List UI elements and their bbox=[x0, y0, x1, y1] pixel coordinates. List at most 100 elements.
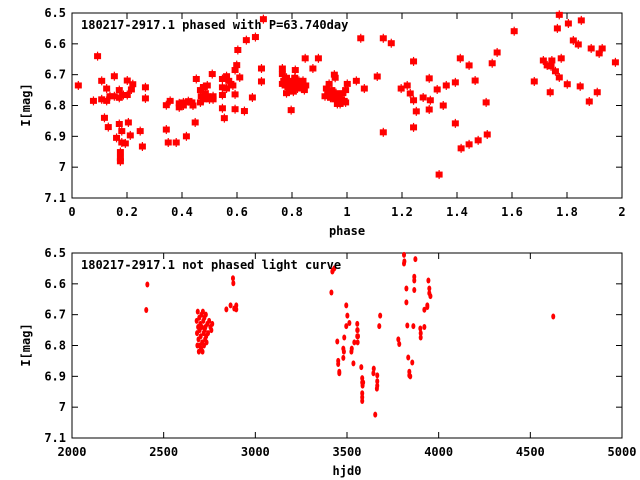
data-point bbox=[224, 306, 229, 313]
data-point bbox=[359, 364, 364, 371]
data-point bbox=[406, 354, 411, 361]
data-point bbox=[410, 359, 415, 366]
data-point bbox=[220, 113, 228, 123]
data-point bbox=[94, 51, 102, 61]
y-tick-label: 6.6 bbox=[44, 277, 66, 291]
data-point bbox=[342, 334, 347, 341]
data-point bbox=[118, 138, 126, 147]
data-point bbox=[425, 73, 433, 83]
data-point bbox=[242, 35, 250, 45]
data-point bbox=[182, 131, 190, 141]
data-point bbox=[342, 85, 350, 95]
data-point bbox=[406, 88, 414, 98]
data-point bbox=[451, 77, 459, 87]
y-tick-label: 6.9 bbox=[44, 369, 66, 383]
x-tick-label: 0.8 bbox=[281, 205, 303, 219]
x-tick-label: 1.8 bbox=[556, 205, 578, 219]
data-point bbox=[419, 92, 427, 102]
y-axis-label: I[mag] bbox=[19, 323, 33, 366]
data-point bbox=[329, 289, 334, 296]
data-point bbox=[396, 336, 401, 343]
data-point bbox=[349, 345, 354, 352]
data-point bbox=[539, 55, 547, 65]
data-point bbox=[203, 311, 208, 318]
data-point bbox=[136, 126, 144, 136]
data-point bbox=[543, 60, 551, 70]
data-point bbox=[474, 135, 482, 145]
data-point bbox=[257, 64, 265, 73]
data-point bbox=[116, 153, 124, 163]
data-point bbox=[418, 334, 423, 341]
data-point bbox=[352, 76, 360, 86]
data-point bbox=[546, 87, 554, 97]
data-point bbox=[379, 127, 387, 137]
data-point bbox=[378, 312, 383, 319]
y-tick-label: 6.8 bbox=[44, 99, 66, 113]
data-point bbox=[206, 94, 213, 104]
data-point bbox=[510, 26, 518, 36]
data-point bbox=[199, 324, 204, 330]
data-point bbox=[551, 66, 559, 76]
data-point bbox=[209, 327, 214, 334]
data-point bbox=[118, 126, 126, 136]
data-point bbox=[397, 340, 402, 347]
data-point bbox=[234, 306, 239, 313]
data-point bbox=[403, 80, 411, 90]
data-point bbox=[209, 94, 217, 104]
data-point bbox=[206, 330, 211, 337]
data-point bbox=[611, 57, 619, 67]
data-point bbox=[343, 79, 351, 89]
data-point bbox=[231, 280, 236, 287]
y-tick-label: 7 bbox=[59, 400, 66, 414]
data-point bbox=[210, 320, 215, 327]
data-point bbox=[189, 101, 197, 110]
data-point bbox=[218, 82, 226, 92]
data-point bbox=[145, 281, 150, 288]
data-points bbox=[74, 10, 619, 180]
data-point bbox=[200, 308, 205, 315]
data-point bbox=[373, 72, 381, 82]
y-tick-label: 7.1 bbox=[44, 431, 66, 445]
x-tick-label: 5000 bbox=[608, 445, 637, 459]
data-point bbox=[248, 92, 256, 102]
data-point bbox=[166, 96, 174, 106]
data-point bbox=[228, 302, 233, 309]
data-point bbox=[577, 15, 585, 25]
data-point bbox=[412, 277, 417, 284]
data-point bbox=[405, 322, 410, 329]
data-point bbox=[355, 320, 360, 327]
data-point bbox=[251, 32, 259, 42]
data-point bbox=[204, 339, 209, 346]
data-point bbox=[427, 285, 432, 292]
data-point bbox=[465, 139, 473, 149]
data-point bbox=[229, 80, 237, 90]
data-point bbox=[404, 285, 409, 292]
data-point bbox=[236, 72, 244, 82]
data-point bbox=[208, 69, 216, 79]
data-point bbox=[418, 325, 423, 332]
data-point bbox=[223, 84, 231, 94]
data-point bbox=[422, 324, 427, 330]
data-point bbox=[259, 14, 267, 24]
data-point bbox=[234, 45, 242, 55]
data-point bbox=[113, 133, 121, 143]
data-point bbox=[457, 143, 465, 153]
axis-ticks: 0 0.2 0.4 0.6 0.8 1 1.2 1.4 1.6 1.8 2 6.5 6.6 6.7 6.8 6… bbox=[44, 6, 625, 219]
axis-ticks: 2000 2500 3000 3500 4000 4500 5000 6.5 6.6 6.7 6.8… bbox=[44, 246, 636, 459]
data-point bbox=[106, 91, 114, 101]
data-point bbox=[104, 122, 112, 132]
data-point bbox=[199, 94, 207, 104]
data-point bbox=[379, 33, 387, 43]
data-point bbox=[289, 87, 297, 97]
data-point bbox=[451, 118, 459, 128]
phased-plot: 0 0.2 0.4 0.6 0.8 1 1.2 1.4 1.6 1.8 2 6.5 6.6 6.7 6.8 6… bbox=[19, 6, 626, 238]
data-points bbox=[144, 251, 556, 418]
data-point bbox=[375, 372, 380, 379]
x-tick-label: 2000 bbox=[58, 445, 87, 459]
data-point bbox=[123, 90, 131, 100]
data-point bbox=[471, 76, 479, 86]
data-point bbox=[355, 339, 360, 346]
data-point bbox=[564, 18, 572, 28]
